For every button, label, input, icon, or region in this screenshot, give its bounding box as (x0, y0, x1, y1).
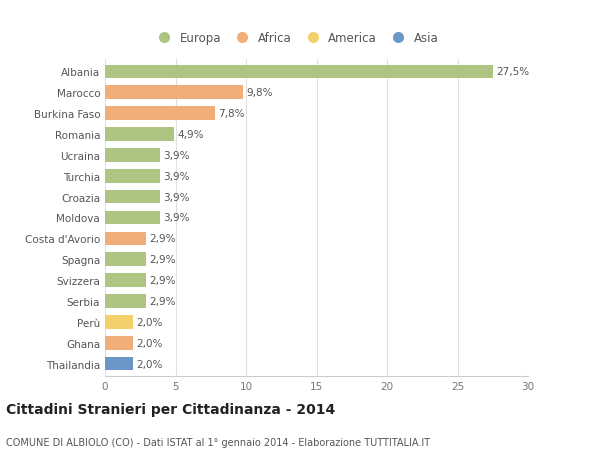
Bar (105, 190, 160, 204)
Text: 2,9%: 2,9% (149, 297, 176, 306)
Text: 2,0%: 2,0% (137, 359, 163, 369)
Bar (105, 149, 160, 162)
Text: 3,9%: 3,9% (164, 192, 190, 202)
Bar (105, 357, 133, 371)
Bar (105, 253, 146, 267)
Bar (105, 65, 493, 79)
Text: 2,9%: 2,9% (149, 275, 176, 285)
Text: 2,9%: 2,9% (149, 234, 176, 244)
Bar (105, 232, 146, 246)
Text: Cittadini Stranieri per Cittadinanza - 2014: Cittadini Stranieri per Cittadinanza - 2… (6, 402, 335, 416)
Text: 7,8%: 7,8% (218, 109, 245, 119)
Bar (105, 211, 160, 225)
Bar (105, 128, 174, 141)
Text: 3,9%: 3,9% (164, 151, 190, 161)
Bar (105, 336, 133, 350)
Bar (105, 315, 133, 329)
Legend: Europa, Africa, America, Asia: Europa, Africa, America, Asia (148, 28, 443, 50)
Text: 2,9%: 2,9% (149, 255, 176, 265)
Bar (105, 295, 146, 308)
Text: 3,9%: 3,9% (164, 213, 190, 223)
Bar (105, 169, 160, 183)
Text: COMUNE DI ALBIOLO (CO) - Dati ISTAT al 1° gennaio 2014 - Elaborazione TUTTITALIA: COMUNE DI ALBIOLO (CO) - Dati ISTAT al 1… (6, 437, 430, 447)
Text: 4,9%: 4,9% (178, 130, 204, 140)
Text: 9,8%: 9,8% (247, 88, 273, 98)
Bar (105, 86, 243, 100)
Text: 27,5%: 27,5% (496, 67, 529, 77)
Bar (105, 107, 215, 121)
Text: 2,0%: 2,0% (137, 338, 163, 348)
Text: 2,0%: 2,0% (137, 317, 163, 327)
Bar (105, 274, 146, 287)
Text: 3,9%: 3,9% (164, 171, 190, 181)
